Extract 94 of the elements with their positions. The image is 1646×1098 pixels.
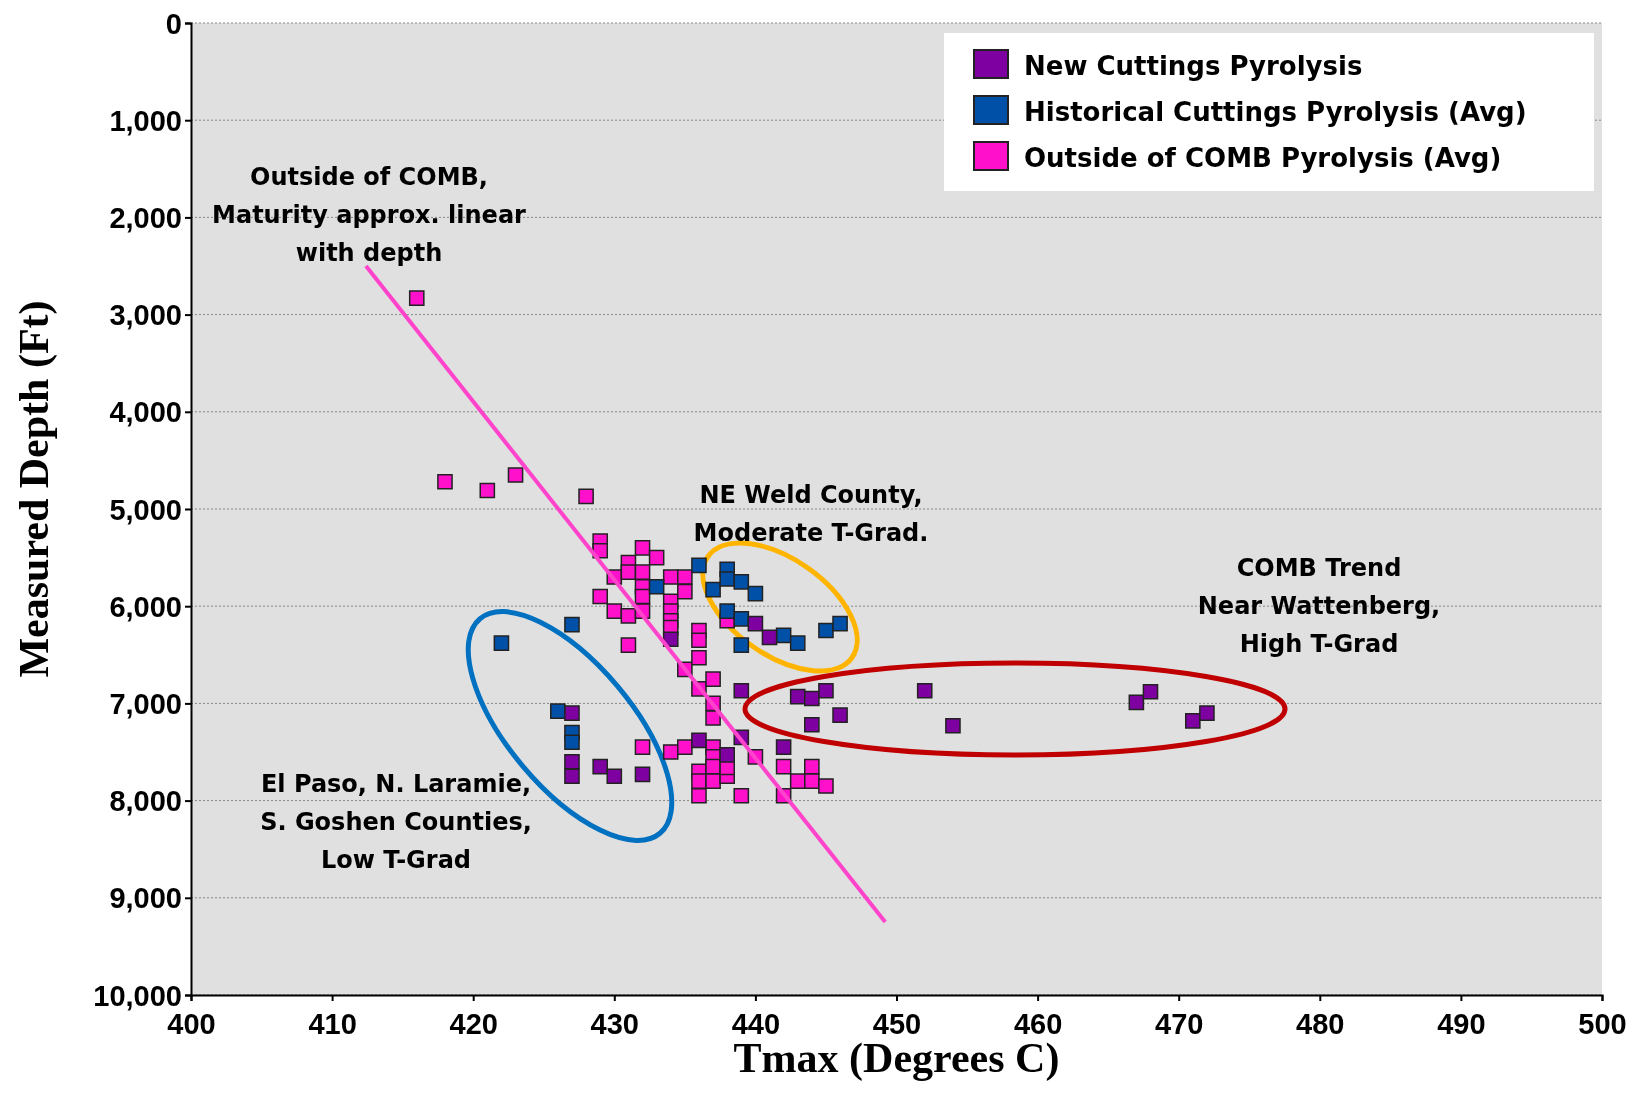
legend-label: Outside of COMB Pyrolysis (Avg) — [1024, 143, 1502, 173]
point — [804, 716, 820, 733]
point — [606, 768, 623, 785]
point — [832, 615, 848, 632]
y-tick-label: 6,000 — [109, 590, 182, 623]
annotation: NE Weld County, Moderate T-Grad. — [693, 481, 929, 547]
point — [719, 603, 735, 619]
point — [1128, 694, 1145, 711]
annotation: Outside of COMB, Maturity approx. linear with depth — [212, 163, 527, 267]
point — [408, 290, 425, 306]
annotation: COMB Trend Near Wattenberg, High T-Grad — [1197, 554, 1441, 658]
point — [733, 611, 750, 627]
point — [648, 578, 665, 595]
point — [705, 671, 721, 687]
y-axis-title: Measured Depth (Ft) — [11, 300, 58, 678]
point — [479, 482, 496, 499]
point — [564, 734, 580, 751]
point — [691, 649, 707, 666]
point — [620, 637, 637, 653]
y-tick-label: 0 — [165, 7, 182, 40]
point — [789, 635, 806, 651]
point — [550, 703, 566, 719]
point — [832, 707, 848, 723]
point — [916, 682, 933, 699]
point — [634, 540, 651, 556]
point — [648, 549, 665, 566]
y-tick-label: 7,000 — [109, 688, 182, 721]
point — [606, 603, 623, 619]
point — [1184, 713, 1201, 729]
legend-label: Historical Cuttings Pyrolysis (Avg) — [1024, 97, 1527, 127]
y-tick-label: 5,000 — [109, 493, 182, 526]
point — [691, 787, 707, 804]
y-tick-label: 1,000 — [109, 104, 182, 137]
point — [564, 705, 580, 721]
point — [620, 608, 637, 624]
y-tick-label: 9,000 — [109, 882, 182, 915]
point — [733, 637, 750, 653]
point — [945, 717, 961, 734]
legend-label: New Cuttings Pyrolysis — [1024, 51, 1363, 81]
point — [733, 574, 750, 590]
point — [1142, 683, 1159, 700]
x-tick-label: 490 — [1437, 1008, 1486, 1041]
point — [677, 739, 693, 755]
point — [705, 581, 721, 598]
point — [493, 635, 510, 651]
point — [677, 569, 693, 585]
point — [705, 710, 721, 726]
annotation: El Paso, N. Laramie, S. Goshen Counties, Low T-Grad — [260, 770, 532, 874]
point — [804, 773, 820, 789]
y-tick-label: 3,000 — [109, 299, 182, 332]
point — [747, 585, 764, 602]
y-tick-label: 8,000 — [109, 785, 182, 818]
point — [733, 787, 750, 804]
point — [733, 682, 750, 699]
point — [818, 622, 834, 639]
point — [804, 758, 820, 775]
point — [747, 615, 764, 632]
point — [662, 569, 679, 585]
point — [775, 758, 792, 775]
point — [620, 564, 637, 580]
point — [634, 766, 651, 783]
point — [634, 564, 651, 580]
point — [804, 690, 820, 707]
point — [662, 744, 679, 760]
x-tick-label: 480 — [1296, 1008, 1345, 1041]
y-tick-label: 4,000 — [109, 396, 182, 429]
point — [705, 773, 721, 789]
point — [761, 629, 778, 646]
y-tick-label: 2,000 — [109, 202, 182, 235]
x-tick-label: 430 — [590, 1008, 639, 1041]
point — [677, 583, 693, 600]
point — [564, 753, 580, 770]
point — [818, 778, 834, 794]
point — [691, 632, 707, 649]
x-tick-label: 500 — [1578, 1008, 1627, 1041]
point — [564, 768, 580, 785]
point — [775, 739, 792, 755]
x-tick-label: 410 — [308, 1008, 357, 1041]
point — [634, 739, 651, 755]
x-tick-label: 470 — [1155, 1008, 1204, 1041]
point — [719, 571, 735, 587]
point — [719, 747, 735, 763]
point — [507, 467, 524, 483]
point — [818, 682, 834, 699]
point — [1199, 705, 1215, 721]
point — [564, 616, 580, 633]
point — [592, 758, 609, 775]
point — [437, 473, 453, 490]
point — [789, 773, 806, 789]
point — [691, 732, 707, 749]
point — [578, 488, 594, 505]
x-tick-label: 420 — [449, 1008, 498, 1041]
point — [592, 588, 609, 605]
point — [691, 557, 707, 574]
